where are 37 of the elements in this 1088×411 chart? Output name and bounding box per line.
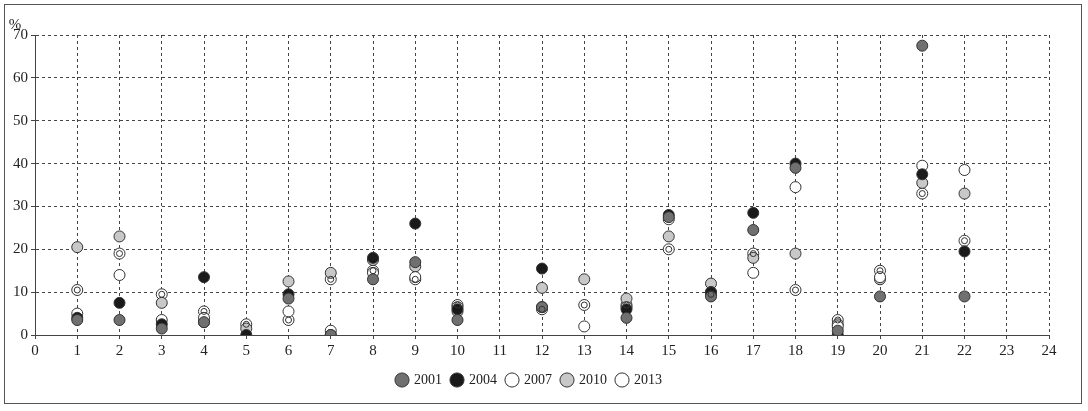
x-tick-label: 18	[788, 341, 803, 358]
x-tick-label: 15	[661, 341, 677, 358]
x-tick-label: 21	[914, 341, 930, 358]
y-tick-label: 60	[13, 68, 28, 85]
legend-label: 2010	[579, 371, 607, 387]
x-tick-label: 16	[703, 341, 719, 358]
x-tick-label: 19	[830, 341, 846, 358]
x-tick-label: 23	[999, 341, 1015, 358]
x-tick-label: 3	[158, 341, 166, 358]
x-tick-label: 22	[957, 341, 972, 358]
y-tick-label: 0	[20, 325, 28, 342]
legend-label: 2001	[414, 371, 442, 387]
x-tick-label: 7	[327, 341, 335, 358]
y-tick-label: 30	[13, 197, 28, 214]
legend-label: 2007	[524, 371, 552, 387]
x-tick-label: 6	[284, 341, 293, 358]
y-tick-label: 10	[13, 283, 28, 300]
x-tick-label: 10	[450, 341, 465, 358]
x-tick-label: 13	[576, 341, 592, 358]
x-tick-label: 14	[619, 341, 635, 358]
x-tick-label: 17	[745, 341, 762, 358]
y-tick-label: 40	[13, 154, 28, 171]
legend-label: 2004	[469, 371, 497, 387]
x-tick-label: 4	[200, 341, 209, 358]
y-tick-label: 20	[13, 240, 28, 257]
x-tick-label: 1	[73, 341, 81, 358]
x-tick-label: 24	[1041, 341, 1057, 358]
x-tick-label: 9	[411, 341, 419, 358]
x-tick-label: 20	[872, 341, 888, 358]
x-tick-label: 11	[492, 341, 507, 358]
x-tick-label: 12	[534, 341, 550, 358]
legend-label: 2013	[634, 371, 662, 387]
x-tick-label: 0	[31, 341, 39, 358]
y-tick-label: 50	[13, 111, 28, 128]
x-tick-label: 8	[369, 341, 377, 358]
x-tick-label: 5	[242, 341, 250, 358]
x-tick-label: 2	[115, 341, 124, 358]
